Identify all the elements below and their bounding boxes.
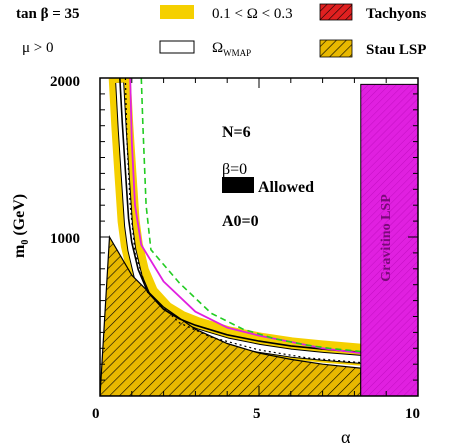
annotation-beta: β=0 — [222, 161, 247, 178]
gravitino-lsp-region — [360, 83, 418, 396]
legend-omega-range: 0.1 < Ω < 0.3 — [212, 6, 293, 22]
ytick-label-2000: 2000 — [50, 74, 80, 90]
xtick-label-10: 10 — [405, 406, 420, 422]
legend-mu: μ > 0 — [22, 40, 54, 56]
annotation-gravitino: Gravitino LSP — [379, 194, 394, 282]
legend-stau-swatch — [319, 39, 353, 58]
annotation-allowed: Allowed — [258, 179, 314, 196]
legend-tan-beta: tan β = 35 — [16, 6, 80, 22]
legend-tachyons-swatch — [319, 3, 353, 21]
series-line-green-dashed — [140, 78, 361, 353]
legend-stau-lsp: Stau LSP — [366, 42, 426, 58]
annotation-n: N=6 — [222, 124, 251, 141]
legend-tachyons: Tachyons — [366, 6, 426, 22]
series-line-black-dotted — [124, 78, 361, 364]
annotation-a0: A0=0 — [222, 213, 259, 230]
xtick-label-0: 0 — [92, 406, 100, 422]
allowed-swatch — [222, 177, 254, 193]
legend-omega-range-swatch — [160, 5, 194, 19]
xtick-label-5: 5 — [253, 406, 261, 422]
allowed-region — [119, 78, 361, 354]
ytick-label-1000: 1000 — [50, 231, 80, 247]
x-axis-label: α — [341, 427, 351, 447]
y-axis-label: m0 (GeV) — [11, 194, 31, 258]
legend-wmap-swatch — [159, 40, 195, 54]
legend-omega-wmap: ΩWMAP — [212, 40, 251, 58]
